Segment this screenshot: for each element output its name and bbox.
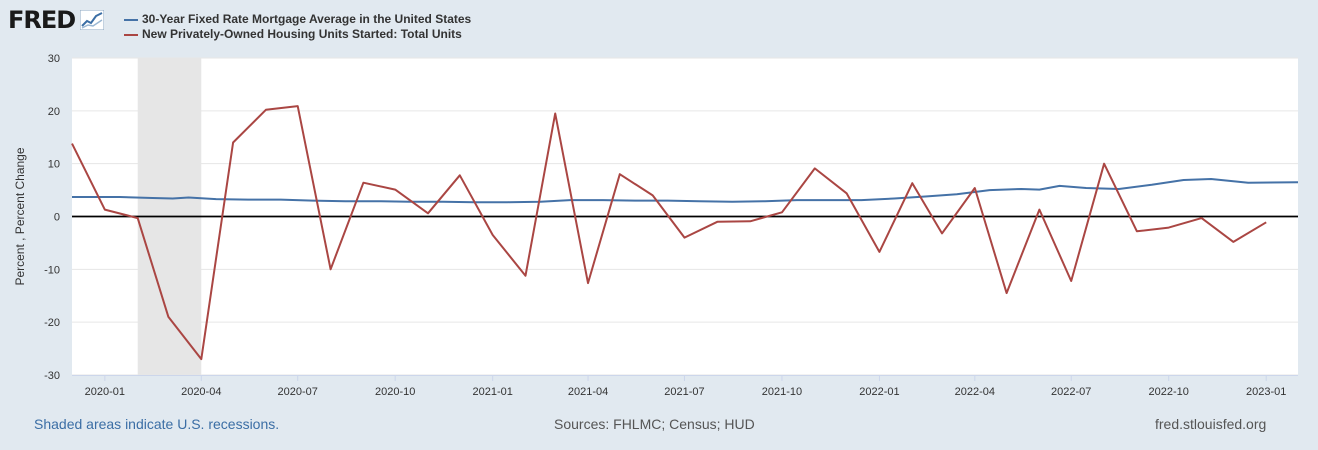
x-tick-label: 2021-10: [762, 386, 802, 398]
chart-legend: 30-Year Fixed Rate Mortgage Average in t…: [124, 12, 471, 42]
x-tick-label: 2020-07: [278, 386, 318, 398]
sources-note: Sources: FHLMC; Census; HUD: [554, 416, 755, 432]
x-tick-label: 2020-01: [85, 386, 125, 398]
x-tick-label: 2021-07: [664, 386, 704, 398]
legend-label-mortgage: 30-Year Fixed Rate Mortgage Average in t…: [142, 12, 472, 26]
series-line-mortgage[interactable]: [72, 178, 1299, 204]
legend-label-housing: New Privately-Owned Housing Units Starte…: [142, 27, 462, 41]
legend-item-mortgage[interactable]: 30-Year Fixed Rate Mortgage Average in t…: [124, 12, 471, 27]
y-tick-label: 10: [48, 159, 60, 171]
y-axis-label: Percent , Percent Change: [13, 147, 27, 285]
recession-note-link[interactable]: Shaded areas indicate U.S. recessions.: [34, 416, 280, 432]
y-tick-label: -20: [44, 317, 60, 329]
x-tick-label: 2020-10: [375, 386, 415, 398]
y-tick-label: -30: [44, 370, 60, 382]
legend-item-housing[interactable]: New Privately-Owned Housing Units Starte…: [124, 27, 471, 42]
y-tick-label: -10: [44, 264, 60, 276]
x-tick-label: 2022-04: [955, 386, 995, 398]
x-tick-label: 2020-04: [181, 386, 221, 398]
y-tick-label: 0: [54, 212, 60, 224]
y-tick-label: 30: [48, 53, 60, 65]
y-tick-label: 20: [48, 106, 60, 118]
x-tick-label: 2022-07: [1051, 386, 1091, 398]
fred-logo-text: FRED: [8, 6, 76, 34]
line-chart[interactable]: 30 20 10 0 -10 -20 -30 2020-01 2020-04 2020-07 202…: [0, 0, 1318, 410]
legend-swatch-housing: [124, 33, 138, 36]
legend-swatch-mortgage: [124, 18, 138, 21]
x-tick-label: 2021-01: [472, 386, 512, 398]
fred-url-link[interactable]: fred.stlouisfed.org: [1155, 416, 1267, 432]
x-tick-label: 2021-04: [568, 386, 608, 398]
x-tick-label: 2023-01: [1246, 386, 1286, 398]
x-tick-label: 2022-01: [859, 386, 899, 398]
series-line-housing[interactable]: [71, 105, 1267, 361]
x-tick-label: 2022-10: [1149, 386, 1189, 398]
